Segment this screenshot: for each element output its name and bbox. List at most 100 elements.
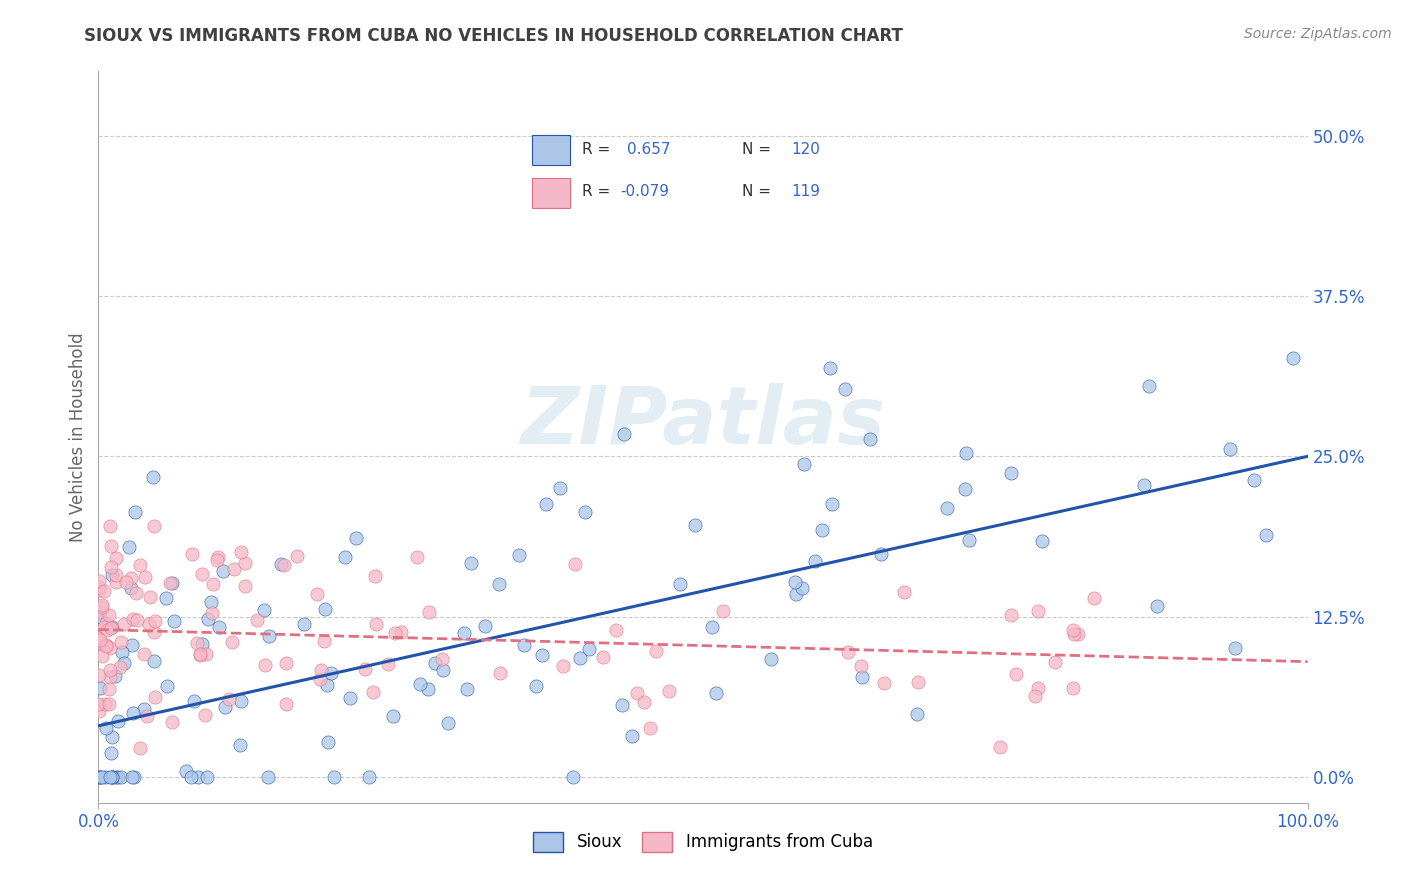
Text: -0.079: -0.079 (620, 185, 669, 200)
Point (1219, 442, 1241, 456)
Point (1031, 533, 1053, 548)
Text: 0.657: 0.657 (627, 142, 671, 157)
Point (384, 626, 406, 640)
Point (89, 770, 111, 784)
Point (233, 556, 256, 570)
Point (460, 557, 482, 571)
Point (246, 613, 269, 627)
Point (194, 647, 217, 661)
Point (252, 603, 274, 617)
Point (849, 659, 872, 673)
Point (122, 770, 145, 784)
Point (1133, 478, 1156, 492)
Point (669, 577, 692, 591)
Point (197, 612, 219, 626)
Point (456, 681, 478, 696)
Point (90, 636, 112, 650)
Point (186, 636, 208, 650)
Point (311, 663, 333, 677)
Text: 120: 120 (792, 142, 820, 157)
Point (143, 519, 166, 533)
Point (610, 698, 633, 712)
Point (1146, 599, 1168, 613)
Point (101, 730, 124, 744)
Y-axis label: No Vehicles in Household: No Vehicles in Household (69, 332, 87, 542)
Point (212, 565, 235, 579)
Point (124, 505, 146, 519)
Point (183, 694, 205, 708)
Point (228, 738, 250, 752)
Point (195, 770, 218, 784)
Point (134, 570, 156, 584)
Point (488, 577, 510, 591)
Point (107, 770, 129, 784)
Point (214, 699, 236, 714)
Point (409, 677, 432, 691)
Point (200, 595, 222, 609)
Point (101, 770, 124, 784)
Point (418, 605, 440, 619)
Point (605, 624, 627, 638)
Point (87, 697, 110, 711)
Point (1139, 379, 1161, 393)
Point (530, 648, 553, 662)
Point (100, 747, 122, 761)
Point (253, 657, 276, 672)
Point (683, 517, 706, 532)
Point (201, 577, 224, 591)
Point (759, 652, 782, 666)
Point (222, 562, 245, 576)
Point (120, 581, 142, 595)
Point (548, 482, 571, 496)
Point (287, 549, 309, 563)
Point (98, 697, 121, 711)
Point (489, 666, 512, 681)
Point (100, 560, 122, 574)
Point (613, 427, 636, 442)
Point (94, 616, 117, 631)
Point (437, 715, 460, 730)
Point (1026, 681, 1049, 695)
Point (138, 616, 160, 631)
Point (905, 706, 928, 721)
Point (93, 620, 115, 634)
Point (107, 714, 129, 729)
Point (704, 685, 727, 699)
Point (93, 583, 115, 598)
Point (90, 648, 112, 663)
Point (101, 620, 124, 634)
Point (344, 531, 367, 545)
Point (644, 643, 666, 657)
Point (508, 548, 530, 562)
Point (294, 616, 316, 631)
Point (315, 678, 337, 692)
Point (87, 631, 110, 645)
Point (453, 626, 475, 640)
Point (713, 604, 735, 618)
Point (377, 657, 399, 672)
Point (89, 606, 111, 620)
Point (98, 641, 121, 656)
Text: Source: ZipAtlas.com: Source: ZipAtlas.com (1244, 27, 1392, 41)
Point (578, 642, 600, 657)
Point (1026, 604, 1049, 618)
Point (233, 579, 256, 593)
Point (1083, 591, 1105, 605)
Point (89, 574, 111, 589)
Point (357, 770, 380, 784)
Point (98, 681, 121, 696)
Point (804, 553, 827, 567)
Point (134, 701, 156, 715)
Point (110, 660, 132, 674)
Point (94, 638, 117, 652)
Point (837, 645, 859, 659)
Point (893, 585, 915, 599)
Point (110, 645, 132, 659)
Point (406, 549, 429, 564)
Point (333, 550, 356, 565)
Point (112, 617, 135, 632)
Point (1225, 641, 1247, 656)
Point (98, 770, 121, 784)
Point (87, 668, 110, 682)
Point (105, 574, 128, 589)
